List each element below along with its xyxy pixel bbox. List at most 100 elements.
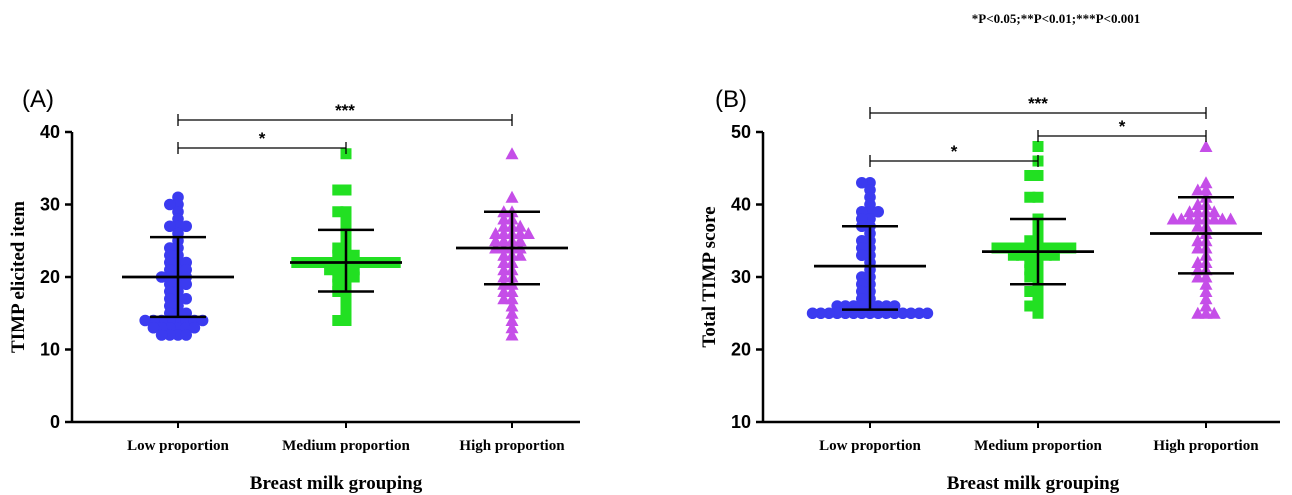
panel-label: (A) [22, 86, 54, 113]
data-point [905, 307, 917, 320]
data-point [497, 234, 511, 247]
data-point [505, 321, 519, 334]
y-tick-label: 40 [40, 122, 60, 142]
data-point [497, 263, 511, 276]
data-point [348, 271, 360, 283]
x-axis-title: Breast milk grouping [250, 473, 423, 494]
y-axis-title: TIMP elicited item [8, 201, 29, 353]
data-point [831, 307, 843, 320]
data-point [1207, 306, 1221, 319]
data-point [340, 300, 352, 312]
data-point [999, 242, 1011, 254]
data-point [497, 292, 511, 305]
data-point [489, 234, 503, 247]
data-point [1024, 286, 1036, 297]
error-bar-high [456, 210, 568, 286]
data-point [505, 328, 519, 341]
data-point [1191, 205, 1205, 218]
significance-label: *** [1028, 94, 1048, 113]
data-point [1024, 170, 1036, 181]
data-point [1207, 212, 1221, 225]
data-point [340, 184, 352, 196]
data-point [872, 205, 884, 218]
data-point [505, 299, 519, 312]
x-tick-label: Medium proportion [282, 438, 410, 454]
data-point [340, 206, 352, 218]
data-point [1191, 256, 1205, 268]
y-tick-label: 10 [40, 340, 60, 360]
significance-bracket: *** [177, 101, 513, 126]
data-point [1032, 307, 1044, 319]
data-point [1024, 271, 1036, 283]
data-point [497, 227, 511, 239]
data-point [332, 264, 344, 276]
data-point [489, 227, 503, 239]
data-point [340, 293, 352, 305]
data-point [1199, 277, 1213, 290]
data-point [1024, 235, 1036, 247]
significance-bracket: *** [869, 94, 1207, 119]
data-point [1024, 300, 1036, 312]
data-point [1174, 212, 1188, 225]
significance-label: * [1119, 117, 1126, 136]
y-tick-label: 20 [731, 340, 751, 360]
data-point [1199, 140, 1213, 152]
data-point [1032, 170, 1044, 181]
data-point [806, 307, 819, 320]
data-point [139, 314, 151, 327]
significance-bracket: * [1037, 117, 1207, 142]
significance-label: *** [335, 101, 355, 120]
data-point [1199, 270, 1213, 283]
data-point [505, 147, 519, 160]
data-point [180, 292, 192, 305]
data-point [1016, 249, 1028, 261]
series-low [139, 191, 209, 341]
series-high [1166, 140, 1238, 319]
data-point [513, 234, 527, 247]
data-point [1032, 286, 1044, 297]
significance-bracket: * [177, 129, 347, 154]
data-point [1040, 242, 1052, 254]
data-point [1048, 242, 1060, 254]
data-point [1199, 183, 1213, 196]
x-axis-title: Breast milk grouping [947, 473, 1120, 494]
error-bar-medium [982, 217, 1094, 286]
data-point [1040, 249, 1052, 261]
data-point [1032, 300, 1044, 312]
data-point [332, 242, 344, 254]
data-point [340, 220, 352, 232]
data-point [921, 307, 934, 320]
data-point [497, 285, 511, 297]
data-point [1016, 242, 1028, 254]
data-point [155, 329, 168, 341]
data-point [324, 264, 336, 276]
data-point [856, 176, 868, 189]
data-point [340, 213, 352, 225]
x-tick-label: Low proportion [127, 438, 229, 454]
data-point [1057, 242, 1069, 254]
data-point [348, 249, 360, 261]
data-point [180, 220, 192, 233]
data-point [332, 278, 344, 290]
data-point [1024, 257, 1036, 268]
data-point [1007, 242, 1019, 254]
data-point [497, 212, 511, 225]
data-point [513, 248, 527, 261]
data-point [913, 307, 925, 320]
data-point [1183, 205, 1197, 218]
x-tick-label: Medium proportion [974, 438, 1102, 454]
data-point [521, 227, 535, 239]
data-point [332, 249, 344, 261]
data-point [172, 329, 184, 341]
data-point [188, 321, 201, 334]
data-point [1183, 212, 1197, 225]
data-point [180, 278, 192, 291]
y-tick-label: 20 [40, 267, 60, 287]
data-point [164, 329, 176, 341]
data-point [1199, 285, 1213, 297]
data-point [815, 307, 827, 320]
data-point [1207, 205, 1221, 218]
data-point [1032, 191, 1044, 203]
data-point [340, 315, 352, 326]
